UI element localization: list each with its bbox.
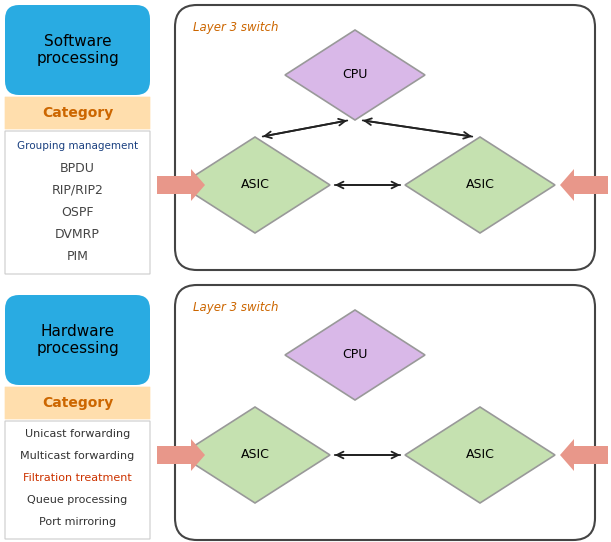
Polygon shape xyxy=(405,137,555,233)
Text: DVMRP: DVMRP xyxy=(55,228,100,241)
Polygon shape xyxy=(157,169,205,201)
Text: Software
processing: Software processing xyxy=(36,34,119,66)
Text: Unicast forwarding: Unicast forwarding xyxy=(25,429,130,439)
Text: BPDU: BPDU xyxy=(60,162,95,175)
Text: Grouping management: Grouping management xyxy=(17,141,138,151)
FancyBboxPatch shape xyxy=(5,131,150,274)
Text: Port mirroring: Port mirroring xyxy=(39,517,116,527)
FancyBboxPatch shape xyxy=(5,295,150,385)
Text: RIP/RIP2: RIP/RIP2 xyxy=(51,184,103,197)
Text: Filtration treatment: Filtration treatment xyxy=(23,473,132,483)
Text: ASIC: ASIC xyxy=(466,178,494,191)
Text: ASIC: ASIC xyxy=(241,178,269,191)
Text: Layer 3 switch: Layer 3 switch xyxy=(193,300,279,313)
Text: PIM: PIM xyxy=(67,250,89,263)
Text: CPU: CPU xyxy=(342,349,368,362)
FancyBboxPatch shape xyxy=(5,5,150,95)
FancyBboxPatch shape xyxy=(5,97,150,129)
Polygon shape xyxy=(560,169,608,201)
Text: Layer 3 switch: Layer 3 switch xyxy=(193,21,279,34)
FancyBboxPatch shape xyxy=(175,5,595,270)
FancyBboxPatch shape xyxy=(175,285,595,540)
Polygon shape xyxy=(180,137,330,233)
Text: Category: Category xyxy=(42,106,113,120)
Polygon shape xyxy=(180,407,330,503)
Text: ASIC: ASIC xyxy=(241,448,269,461)
Text: Multicast forwarding: Multicast forwarding xyxy=(20,451,134,461)
Polygon shape xyxy=(285,30,425,120)
Polygon shape xyxy=(405,407,555,503)
Text: ASIC: ASIC xyxy=(466,448,494,461)
Polygon shape xyxy=(285,310,425,400)
Polygon shape xyxy=(157,439,205,471)
FancyBboxPatch shape xyxy=(5,387,150,419)
Text: Category: Category xyxy=(42,396,113,410)
Text: Hardware
processing: Hardware processing xyxy=(36,324,119,356)
Polygon shape xyxy=(560,439,608,471)
Text: CPU: CPU xyxy=(342,68,368,81)
Text: Queue processing: Queue processing xyxy=(27,495,128,505)
Text: OSPF: OSPF xyxy=(61,206,93,219)
FancyBboxPatch shape xyxy=(5,421,150,539)
